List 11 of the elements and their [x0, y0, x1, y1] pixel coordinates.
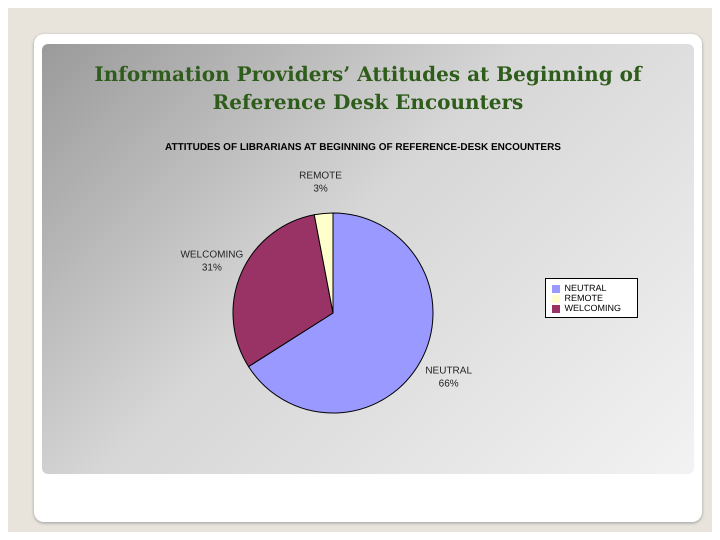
slice-label: NEUTRAL [425, 366, 472, 377]
legend-label: WELCOMING [564, 303, 621, 313]
slice-label: WELCOMING [180, 250, 244, 261]
data-label: 3% [313, 184, 328, 195]
data-label: 31% [202, 262, 222, 274]
data-label: 66% [438, 378, 459, 390]
chart-title: Information Providers’ Attitudes at Beginning of Reference Desk Encounters [93, 61, 644, 116]
legend-label: REMOTE [564, 293, 603, 303]
slice-label: REMOTE [299, 170, 342, 182]
legend-label: NEUTRAL [564, 283, 606, 293]
chart-subtitle: ATTITUDES OF LIBRARIANS AT BEGINNING OF REFERENCE-DESK ENCOUNTERS [164, 142, 562, 153]
